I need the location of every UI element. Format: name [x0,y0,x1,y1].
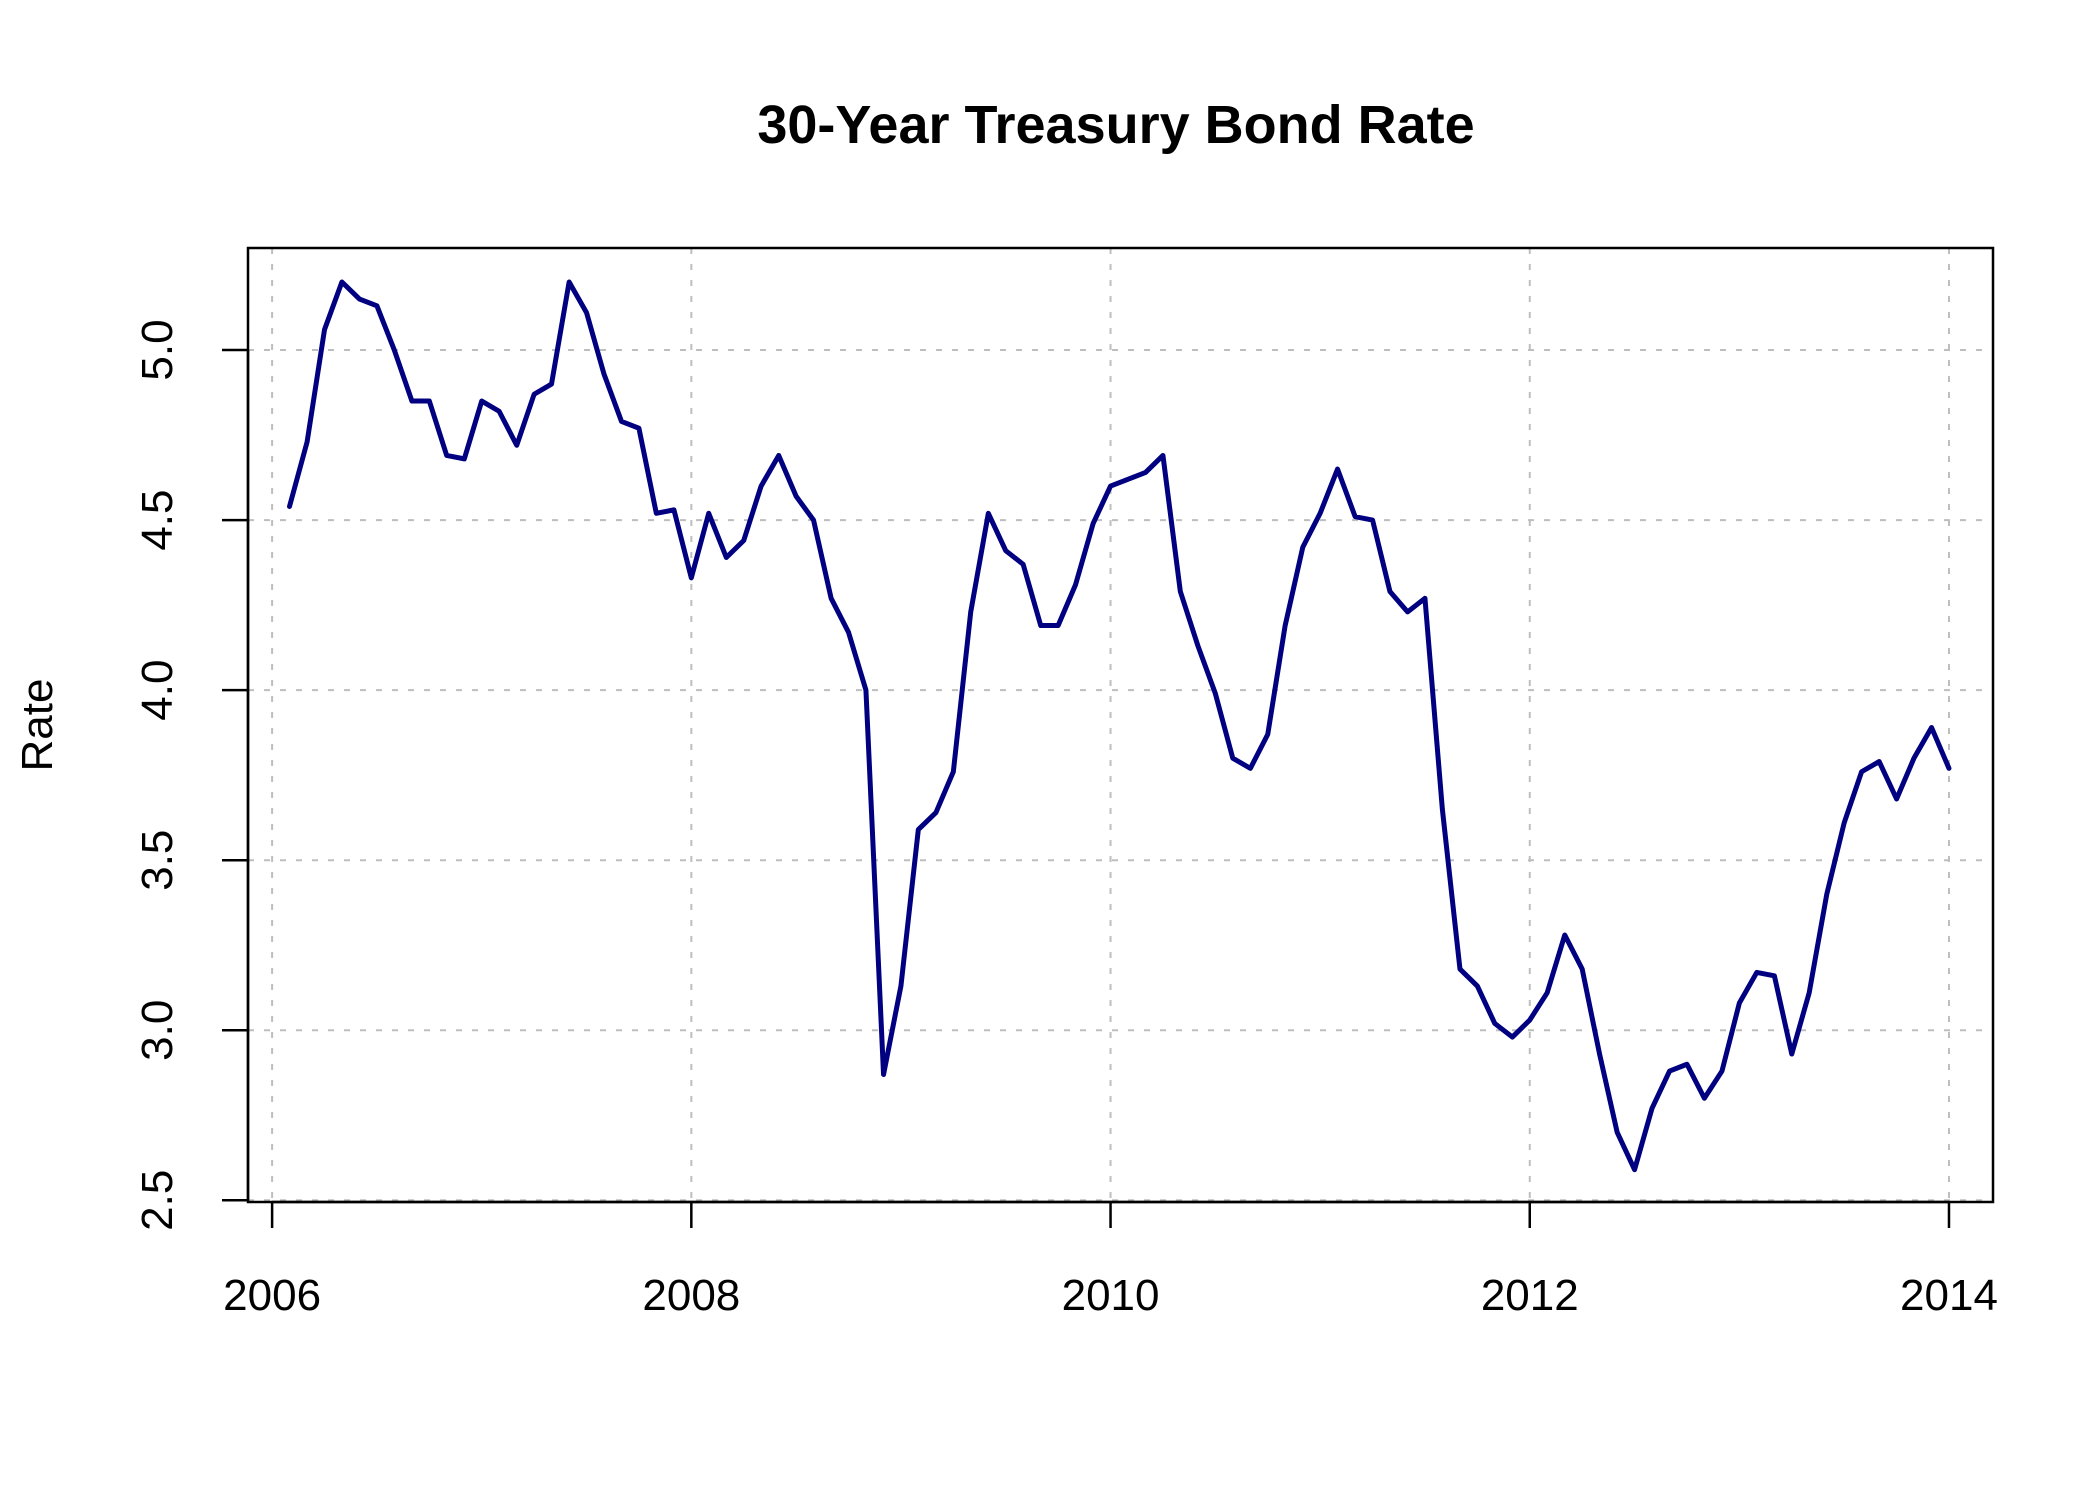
series-layer [287,279,1952,1173]
x-tick-label-1: 2008 [642,1271,740,1320]
x-tick-label-0: 2006 [223,1271,321,1320]
y-axis-label: Rate [13,679,62,772]
y-tick-label-4: 4.5 [133,489,182,550]
plot-frame [246,246,1995,1204]
y-tick-label-5: 5.0 [133,319,182,380]
x-tick-label-2: 2010 [1062,1271,1160,1320]
x-axis: 2006 2008 2010 2012 2014 [223,1200,1998,1320]
y-tick-label-3: 4.0 [133,660,182,721]
y-tick-label-1: 3.0 [133,1000,182,1061]
y-tick-label-0: 2.5 [133,1170,182,1231]
series-line-0 [287,279,1952,1173]
chart-title: 30-Year Treasury Bond Rate [757,95,1474,155]
x-tick-label-3: 2012 [1481,1271,1579,1320]
grid [248,248,1993,1202]
y-tick-label-2: 3.5 [133,830,182,891]
y-axis: 2.5 3.0 3.5 4.0 4.5 5.0 [133,319,250,1231]
x-tick-label-4: 2014 [1900,1271,1998,1320]
